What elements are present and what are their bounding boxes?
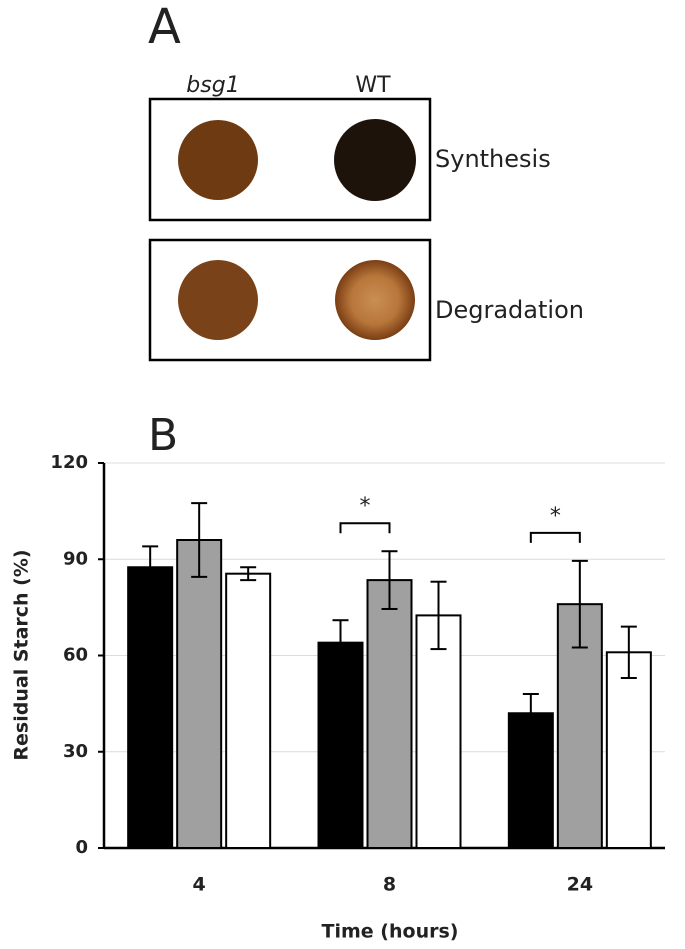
significance-mark: * [550, 504, 561, 529]
column-label: WT [355, 73, 391, 98]
x-tick-label: 24 [567, 874, 593, 896]
colony [178, 120, 258, 200]
column-label: bsg1 [186, 73, 239, 98]
plate-box [148, 97, 432, 222]
bar [176, 539, 223, 849]
bar [225, 572, 272, 849]
panel-label: A [148, 0, 181, 55]
significance-mark: * [360, 494, 371, 519]
bar [415, 614, 462, 849]
x-tick-label: 4 [193, 874, 206, 896]
row-label: Synthesis [435, 145, 551, 173]
y-tick-label: 0 [75, 837, 88, 858]
plate-box [148, 238, 432, 362]
significance-bracket [529, 531, 581, 543]
panel-label: B [148, 410, 178, 461]
colony [178, 260, 258, 340]
y-tick-label: 120 [50, 452, 88, 473]
bar [605, 651, 652, 850]
y-tick-label: 30 [63, 741, 88, 762]
significance-bracket [339, 522, 391, 534]
y-tick-label: 60 [63, 645, 88, 666]
bar [317, 641, 364, 850]
x-tick-label: 8 [383, 874, 396, 896]
y-axis-label: Residual Starch (%) [11, 549, 33, 760]
colony [334, 119, 416, 201]
x-axis-label: Time (hours) [322, 921, 459, 943]
row-label: Degradation [435, 296, 584, 324]
y-tick-label: 90 [63, 548, 88, 569]
bar [127, 566, 174, 849]
bar [366, 579, 413, 850]
colony [335, 260, 415, 340]
